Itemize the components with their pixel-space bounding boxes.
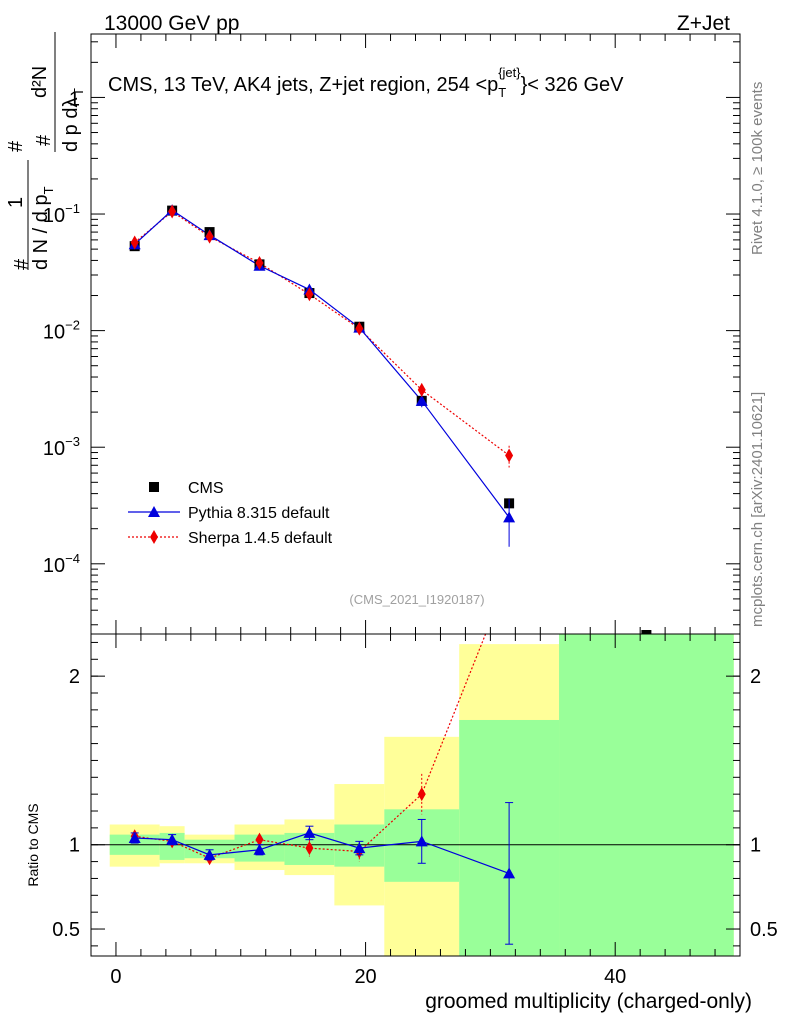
pythia-ratio-point-4: [303, 826, 316, 838]
x-tick-label-1: 20: [354, 966, 376, 988]
main-ylabel-frac1-num: 1: [5, 197, 27, 208]
y-main-tick-label-2: 10−2: [43, 318, 80, 344]
y-main-tick-exp-3: −1: [65, 201, 80, 216]
y-main-tick-base-1: 10: [43, 438, 65, 460]
pythia-point-6: [415, 394, 428, 406]
y-main-tick-base-2: 10: [43, 322, 65, 344]
x-tick-label-2: 40: [604, 966, 626, 988]
y-main-tick-label-1: 10−3: [43, 434, 80, 460]
header-right: Z+Jet: [677, 12, 730, 35]
legend: CMS Pythia 8.315 default Sherpa 1.4.5 defa…: [128, 480, 333, 547]
y-main-tick-exp-1: −3: [65, 434, 80, 449]
y-ratio-tick-label-1: 1: [69, 835, 80, 857]
plot-title: CMS, 13 TeV, AK4 jets, Z+jet region, 254…: [108, 65, 624, 100]
pythia-point-7: [503, 511, 516, 523]
pythia-ratio-line: [134, 832, 510, 874]
ratio-panel-frame: [90, 633, 741, 957]
y-main-tick-label-4: 1: [69, 88, 80, 110]
pythia-ratio-point-5: [353, 842, 366, 854]
y-ratio-tick-label-right-2: 2: [750, 666, 761, 688]
y-main-tick-base-3: 10: [43, 205, 65, 227]
pythia-ratio-point-3: [253, 843, 266, 855]
main-ylabel-hash2: #: [5, 140, 27, 152]
plot-title-sup: {jet}: [498, 65, 521, 80]
pythia-ratio-point-0: [128, 831, 141, 843]
ratio-series: [128, 633, 516, 945]
legend-sherpa-label: Sherpa 1.4.5 default: [188, 530, 333, 547]
legend-cms-marker: [149, 482, 159, 492]
y-main-tick-base-4: 1: [69, 88, 80, 110]
y-main-tick-exp-0: −4: [65, 551, 80, 566]
plot-title-post: }< 326 GeV: [521, 74, 625, 96]
legend-pythia-label: Pythia 8.315 default: [188, 505, 330, 522]
y-main-tick-exp-2: −2: [65, 318, 80, 333]
legend-sherpa-marker: [150, 530, 158, 544]
main-ylabel-frac1-den: d N / d pT: [30, 186, 56, 270]
main-ylabel-hash3: #: [33, 134, 55, 146]
plot-title-pre: CMS, 13 TeV, AK4 jets, Z+jet region, 254…: [108, 74, 498, 96]
sherpa-ratio-line: [134, 633, 487, 859]
header-left: 13000 GeV pp: [104, 12, 239, 35]
legend-pythia-marker: [148, 506, 160, 517]
y-ratio-tick-label-right-1: 1: [750, 835, 761, 857]
plot-title-sub: T: [498, 85, 506, 100]
pythia-ratio-point-2: [203, 848, 216, 860]
sherpa-point-3: [255, 256, 264, 271]
sherpa-ratio-point-4: [305, 841, 314, 856]
ratio-band-inner-8: [559, 634, 734, 956]
main-ylabel-frac2-num: d²N: [29, 66, 51, 98]
y-ratio-tick-label-right-0: 0.5: [750, 919, 778, 941]
sherpa-point-2: [205, 229, 214, 244]
main-series: [128, 204, 652, 634]
sherpa-point-6: [417, 382, 426, 397]
main-ylabel: # d N / d pT 1 # d p dλ T d²N #: [5, 32, 86, 270]
pythia-ratio-point-6: [415, 835, 428, 847]
legend-cms-label: CMS: [188, 480, 224, 497]
main-ylabel-frac2-den-text: d p dλ: [60, 98, 82, 152]
analysis-id: (CMS_2021_I1920187): [349, 592, 484, 607]
y-main-tick-base-0: 10: [43, 555, 65, 577]
y-main-tick-label-0: 10−4: [43, 551, 80, 577]
x-tick-label-0: 0: [110, 966, 121, 988]
cms-point-offscale: [641, 630, 652, 634]
sherpa-point-1: [168, 204, 177, 219]
sherpa-point-0: [130, 235, 139, 250]
sherpa-ratio-point-3: [255, 832, 264, 847]
y-main-tick-label-3: 10−1: [43, 201, 80, 227]
sherpa-point-5: [355, 321, 364, 336]
rivet-label: Rivet 4.1.0, ≥ 100k events: [749, 82, 766, 255]
x-axis-label: groomed multiplicity (charged-only): [425, 990, 752, 1013]
panel-frames: [90, 33, 741, 957]
main-ylabel-frac1-sub: T: [41, 186, 56, 194]
sherpa-line: [134, 210, 510, 456]
main-ylabel-frac1-den-text: d N / d p: [30, 194, 52, 270]
sherpa-point-4: [305, 287, 314, 302]
sherpa-point-7: [505, 448, 514, 463]
ratio-ylabel: Ratio to CMS: [25, 803, 41, 886]
pythia-ratio-point-7: [503, 867, 516, 879]
pythia-line: [134, 209, 510, 518]
main-ylabel-frac2-sub: T: [71, 88, 86, 96]
y-ratio-tick-label-0: 0.5: [52, 919, 80, 941]
source-label: mcplots.cern.ch [arXiv:2401.10621]: [749, 392, 766, 627]
y-ratio-tick-label-2: 2: [69, 666, 80, 688]
pythia-ratio-point-1: [166, 833, 179, 845]
sherpa-ratio-point-6: [417, 787, 426, 802]
main-ylabel-frac2-den: d p dλ: [60, 98, 82, 152]
